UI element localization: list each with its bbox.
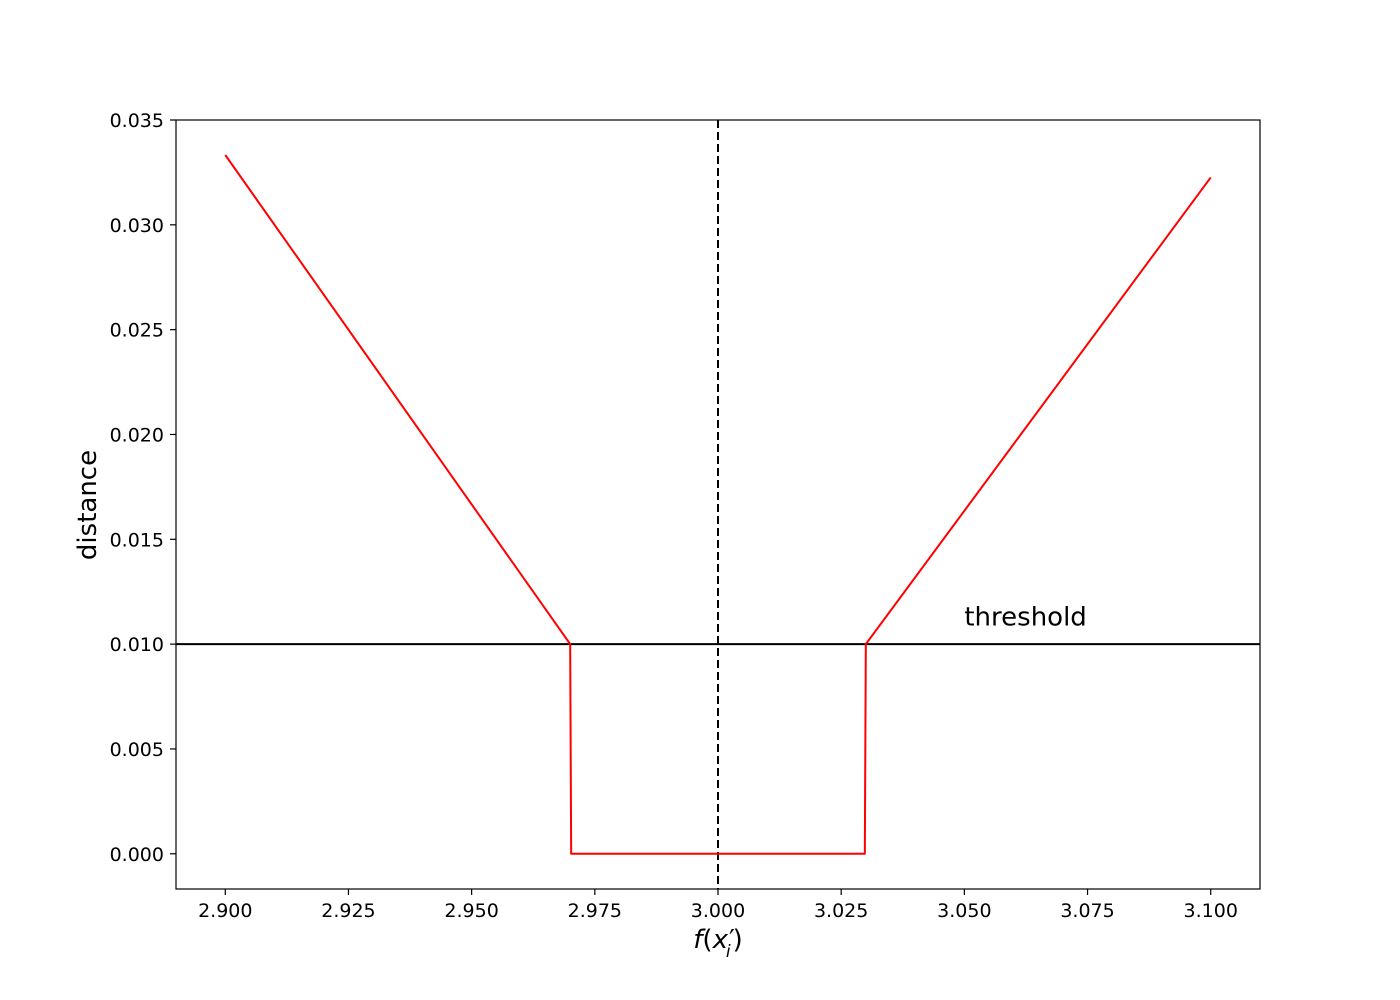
x-tick-label: 3.075	[1060, 900, 1114, 922]
x-tick-label: 2.950	[444, 900, 498, 922]
distance-series-line	[224, 154, 1212, 855]
x-axis-label-close: )	[733, 925, 743, 955]
plot-frame	[175, 119, 1261, 890]
y-tick-label: 0.035	[110, 110, 164, 132]
y-tick-label: 0.015	[110, 529, 164, 551]
x-tick-label: 3.000	[691, 900, 745, 922]
series-group	[224, 154, 1212, 855]
x-axis-label-sub: i	[726, 942, 731, 962]
annotations: threshold	[964, 602, 1086, 632]
x-tick-label: 3.100	[1184, 900, 1238, 922]
x-tick-label: 2.975	[568, 900, 622, 922]
y-tick-label: 0.020	[110, 424, 164, 446]
y-tick-label: 0.010	[110, 634, 164, 656]
y-tick-label: 0.025	[110, 320, 164, 342]
y-tick-label: 0.000	[110, 844, 164, 866]
x-axis-label-open: (	[702, 925, 712, 955]
x-tick-label: 3.050	[937, 900, 991, 922]
y-axis-label: distance	[73, 450, 103, 560]
x-axis-label-x: x	[712, 925, 729, 955]
y-tick-label: 0.005	[110, 739, 164, 761]
reference-lines	[176, 120, 1260, 889]
threshold-annotation: threshold	[964, 602, 1086, 632]
x-axis-label-prime: ′	[729, 925, 735, 955]
y-tick-label: 0.030	[110, 215, 164, 237]
x-tick-label: 2.900	[198, 900, 252, 922]
x-tick-label: 3.025	[814, 900, 868, 922]
axis-ticks: 2.900 2.925 2.950 2.975 3.000 3.025 3.050 3.075…	[110, 110, 1238, 922]
x-tick-label: 2.925	[321, 900, 375, 922]
x-axis-label: f(x′i)	[693, 925, 743, 962]
